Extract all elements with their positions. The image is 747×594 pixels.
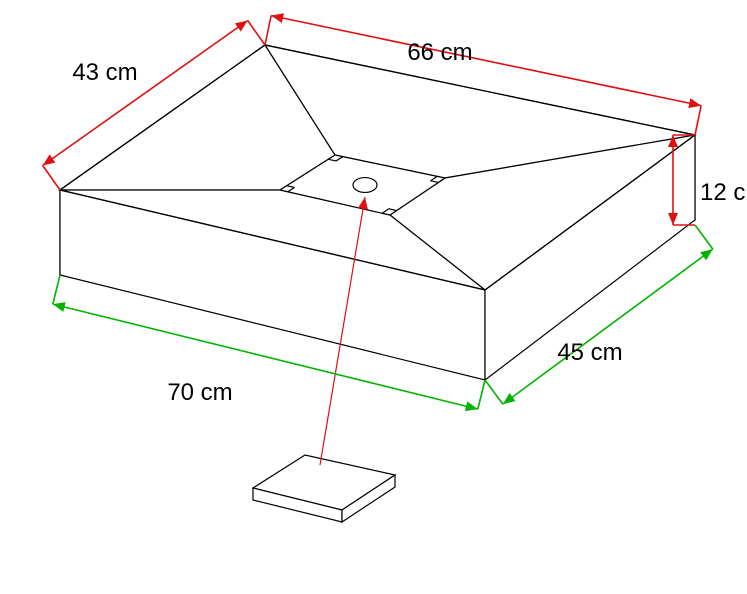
svg-text:12 cm: 12 cm [700, 179, 747, 206]
svg-text:66 cm: 66 cm [407, 39, 472, 66]
svg-text:70 cm: 70 cm [167, 379, 232, 406]
drain-cover-plate [253, 455, 395, 522]
svg-text:43 cm: 43 cm [72, 59, 137, 86]
svg-text:45 cm: 45 cm [557, 339, 622, 366]
